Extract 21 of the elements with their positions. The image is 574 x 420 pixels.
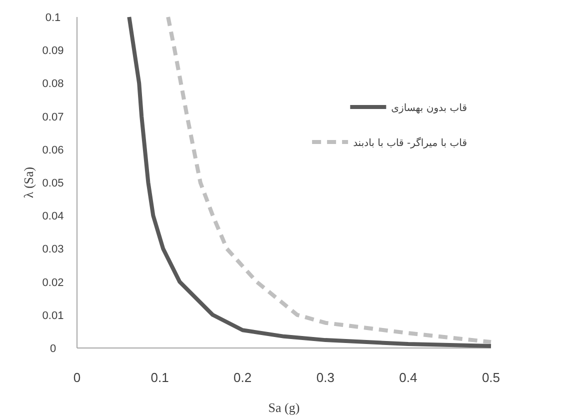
y-tick-label: 0.1	[45, 12, 61, 24]
y-tick-label: 0.01	[42, 310, 64, 322]
x-tick-label: 0.1	[150, 370, 169, 385]
x-tick-label: 0.3	[316, 370, 334, 385]
x-tick-label: 0.4	[399, 370, 418, 385]
x-tick-label: 0.2	[234, 370, 252, 385]
legend-label: قاب بدون بهسازی	[391, 103, 468, 114]
y-axis-title: λ (Sa)	[21, 166, 36, 198]
y-tick-label: 0.03	[42, 244, 64, 256]
legend-label: قاب با میراگر- قاب با بادبند	[353, 137, 468, 149]
y-tick-label: 0.02	[42, 276, 64, 289]
y-tick-label: 0	[50, 343, 56, 355]
y-tick-label: 0.04	[42, 210, 64, 223]
y-tick-label: 0.07	[42, 111, 64, 124]
x-tick-label: 0	[73, 370, 81, 385]
y-tick-label: 0.06	[42, 144, 64, 156]
y-tick-label: 0.09	[42, 45, 64, 58]
y-tick-label: 0.05	[42, 178, 64, 190]
x-axis-title: Sa (g)	[268, 400, 300, 415]
x-tick-label: 0.5	[482, 370, 500, 385]
y-tick-label: 0.08	[42, 78, 64, 90]
